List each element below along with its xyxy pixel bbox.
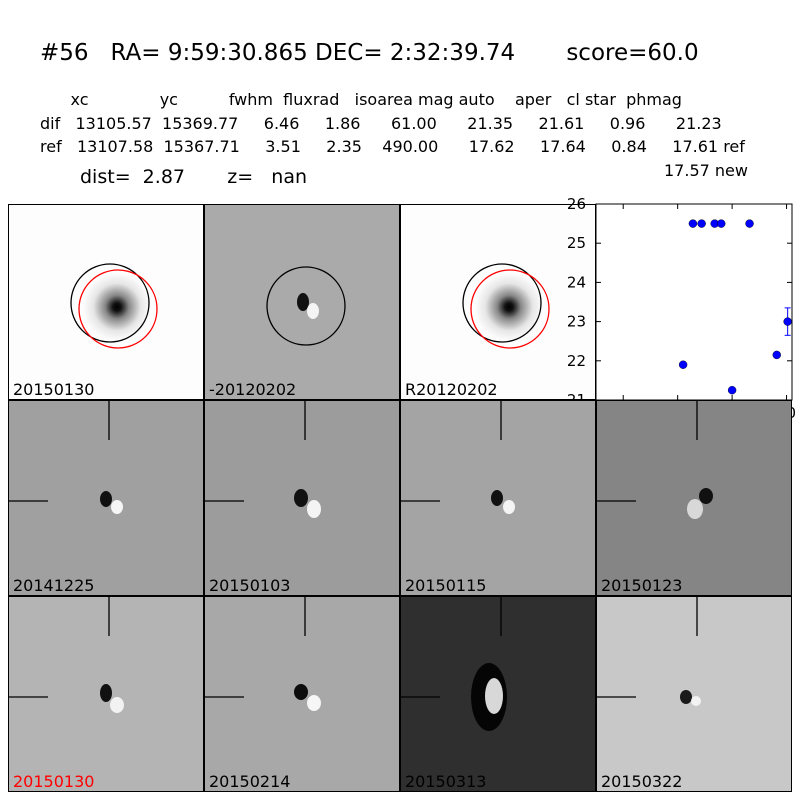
panel-label: 20150214 <box>209 772 291 791</box>
new-image-graphic <box>70 263 158 349</box>
star-source <box>83 273 151 341</box>
panel-label: 20150313 <box>405 772 487 791</box>
panel-epoch: 20150103 <box>204 400 400 596</box>
ref-image-graphic <box>462 263 550 349</box>
new-mag: 17.57 new <box>664 161 748 180</box>
data-point <box>697 219 706 228</box>
panel-epoch: 20150123 <box>596 400 792 596</box>
y-tick-label: 26 <box>567 195 586 213</box>
epoch-graphic <box>401 401 515 514</box>
data-point <box>727 385 737 395</box>
dist-line: dist= 2.87 z= nan <box>80 166 308 188</box>
plot-frame <box>595 203 793 401</box>
positive-lobe <box>110 697 124 713</box>
aperture-circle <box>462 263 542 343</box>
positive-lobe <box>485 678 503 714</box>
epoch-graphic <box>9 401 123 514</box>
ref-aperture-circle <box>78 269 158 349</box>
panel-epoch: 20150322 <box>596 596 792 792</box>
panel-label: 20150322 <box>601 772 683 791</box>
panel-epoch: 20150214 <box>204 596 400 792</box>
epoch-graphic <box>401 597 507 731</box>
header-title: #56 RA= 9:59:30.865 DEC= 2:32:39.74 scor… <box>40 40 699 66</box>
panel-new-image: 20150130 <box>8 204 204 400</box>
epoch-graphic <box>9 597 124 713</box>
panel-label: -20120202 <box>209 380 297 399</box>
dif-row: dif 13105.57 15369.77 6.46 1.86 61.00 21… <box>40 114 722 133</box>
data-point <box>745 219 754 228</box>
y-tick-label: 25 <box>567 234 586 252</box>
positive-lobe <box>307 695 321 711</box>
panel-label: 20141225 <box>13 576 95 595</box>
panel-label: 20150130 <box>13 380 95 399</box>
panel-label: 20150123 <box>601 576 683 595</box>
negative-lobe <box>100 684 112 702</box>
positive-lobe <box>687 499 703 519</box>
panel-ref-image: R20120202 <box>400 204 596 400</box>
negative-lobe <box>297 293 309 311</box>
data-point <box>688 219 698 228</box>
panel-epoch: 20141225 <box>8 400 204 596</box>
negative-lobe <box>100 491 112 507</box>
positive-lobe <box>503 500 515 514</box>
diff-image-graphic <box>266 266 346 346</box>
star-source <box>475 273 543 341</box>
columns-header: xc yc fwhm fluxrad isoarea mag auto aper… <box>40 90 682 109</box>
light-curve-plot: 212223242526−100−50050 <box>567 195 796 422</box>
panel-label: R20120202 <box>405 380 498 399</box>
panel-epoch: 20150115 <box>400 400 596 596</box>
ref-aperture-circle <box>470 269 550 349</box>
panel-epoch: 20150130 <box>8 596 204 792</box>
negative-lobe <box>294 489 308 507</box>
y-tick-label: 22 <box>567 352 586 370</box>
epoch-graphic <box>205 597 321 711</box>
positive-lobe <box>307 303 319 319</box>
positive-lobe <box>111 500 123 514</box>
panel-epoch: 20150313 <box>400 596 596 792</box>
positive-lobe <box>691 696 701 706</box>
negative-lobe <box>680 690 692 704</box>
epoch-graphic <box>205 401 321 518</box>
positive-lobe <box>307 500 321 518</box>
panel-label: 20150115 <box>405 576 487 595</box>
negative-lobe <box>491 490 503 506</box>
aperture-circle <box>266 266 346 346</box>
y-tick-label: 23 <box>567 313 586 331</box>
data-point <box>717 219 726 228</box>
data-point <box>678 360 688 369</box>
epoch-graphic <box>597 401 713 519</box>
data-point <box>783 317 792 326</box>
panel-diff-image: -20120202 <box>204 204 400 400</box>
light-curve-svg: 212223242526−100−50050 <box>567 195 796 422</box>
negative-lobe <box>699 488 713 504</box>
y-tick-label: 24 <box>567 273 586 291</box>
epoch-graphic <box>597 597 701 706</box>
ref-row: ref 13107.58 15367.71 3.51 2.35 490.00 1… <box>40 137 745 156</box>
panel-label: 20150130 <box>13 772 95 791</box>
negative-lobe <box>294 684 308 700</box>
data-point <box>772 350 781 360</box>
aperture-circle <box>70 263 150 343</box>
panel-label: 20150103 <box>209 576 291 595</box>
